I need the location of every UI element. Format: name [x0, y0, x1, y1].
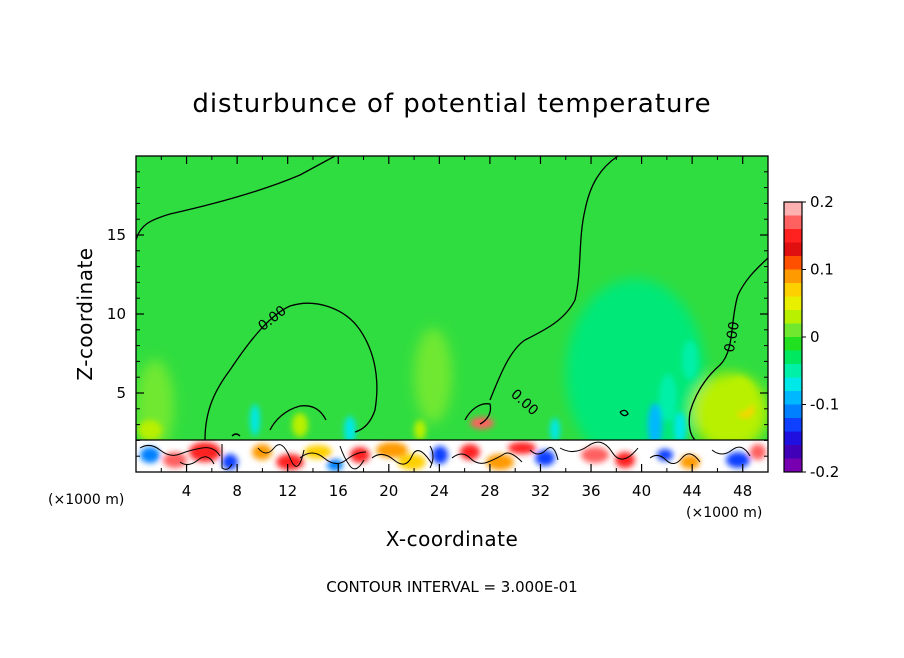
cool-updraft [659, 374, 677, 422]
contour-label: 0.00 [722, 320, 743, 353]
colorbar-tick-label: 0.1 [810, 261, 834, 279]
colorbar-swatch [784, 431, 802, 446]
colorbar-swatch [784, 350, 802, 365]
cool-updraft [550, 418, 560, 442]
warm-spot [726, 377, 754, 413]
warm-spot [414, 420, 426, 440]
colorbar-swatch [784, 283, 802, 297]
colorbar-tick-label: -0.1 [810, 396, 839, 414]
x-tick-label: 40 [632, 482, 651, 500]
x-tick-label: 16 [329, 482, 348, 500]
colorbar-tick-label: -0.2 [810, 463, 839, 481]
colorbar [783, 201, 803, 473]
colorbar-swatch [784, 391, 802, 405]
cool-updraft [250, 404, 260, 436]
contour-line [464, 403, 492, 425]
colorbar-swatch [784, 458, 802, 473]
x-tick-label: 24 [430, 482, 449, 500]
cool-updraft [674, 412, 686, 444]
cool-updraft [344, 416, 356, 444]
colorbar-swatch [784, 323, 802, 338]
contour-line [231, 433, 241, 437]
contour-line [269, 405, 327, 431]
x-unit-label-left: (×1000 m) [48, 492, 124, 508]
x-tick-label: 8 [232, 482, 242, 500]
cool-updraft [648, 403, 662, 447]
x-axis: 4 8 12 16 20 24 28 32 36 40 44 48 [160, 156, 752, 500]
field-region-center-warm [414, 328, 452, 424]
colorbar-swatch [784, 445, 802, 459]
colorbar-swatch [784, 404, 802, 419]
colorbar-tick-label: 0 [810, 328, 820, 346]
contour-interval-text: CONTOUR INTERVAL = 3.000E-01 [326, 578, 577, 596]
plot-field [136, 156, 768, 472]
x-tick-label: 36 [581, 482, 600, 500]
warm-spot [292, 413, 308, 437]
y-axis-title: Z-coordinate [73, 247, 97, 380]
cool-updraft [682, 340, 698, 380]
colorbar-ticks: 0.2 0.1 0 -0.1 -0.2 [802, 193, 839, 481]
x-unit-label-right: (×1000 m) [686, 505, 762, 521]
colorbar-swatch [784, 418, 802, 432]
contour-line [619, 409, 629, 417]
y-tick-label: 5 [116, 384, 126, 402]
x-tick-label: 48 [733, 482, 752, 500]
x-axis-title: X-coordinate [386, 527, 519, 551]
lower-boundary-layer [136, 439, 768, 472]
y-axis: 5 10 15 [107, 171, 768, 457]
x-tick-label: 28 [480, 482, 499, 500]
warm-spot [138, 420, 162, 440]
y-tick-label: 10 [107, 305, 126, 323]
zero-contours [136, 156, 768, 441]
field-detail [138, 340, 754, 447]
colorbar-swatch [784, 337, 802, 351]
contour-line [136, 156, 336, 241]
y-tick-label: 15 [107, 226, 126, 244]
colorbar-swatch [784, 215, 802, 230]
colorbar-swatch [784, 269, 802, 284]
chart-title: disturbunce of potential temperature [192, 89, 711, 119]
x-tick-label: 4 [182, 482, 192, 500]
colorbar-swatch [784, 229, 802, 243]
colorbar-swatch [784, 364, 802, 378]
colorbar-tick-label: 0.2 [810, 193, 834, 211]
x-tick-label: 44 [683, 482, 702, 500]
colorbar-swatch [784, 242, 802, 257]
colorbar-swatch [784, 256, 802, 270]
colorbar-swatch [784, 310, 802, 324]
colorbar-swatch [784, 202, 802, 216]
contour-line [489, 156, 619, 401]
x-tick-label: 32 [531, 482, 550, 500]
colorbar-swatch [784, 296, 802, 311]
x-tick-label: 12 [278, 482, 297, 500]
x-tick-label: 20 [379, 482, 398, 500]
contour-line [204, 302, 378, 441]
colorbar-swatch [784, 377, 802, 392]
contour-line [688, 257, 768, 441]
